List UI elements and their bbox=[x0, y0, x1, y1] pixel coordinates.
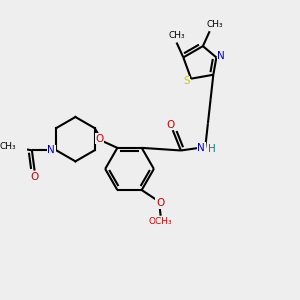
Text: S: S bbox=[183, 76, 190, 86]
Text: O: O bbox=[95, 134, 103, 144]
Text: CH₃: CH₃ bbox=[0, 142, 16, 151]
Text: OCH₃: OCH₃ bbox=[149, 217, 172, 226]
Text: N: N bbox=[197, 143, 205, 153]
Text: N: N bbox=[218, 51, 225, 61]
Text: H: H bbox=[208, 144, 216, 154]
Text: O: O bbox=[167, 120, 175, 130]
Text: O: O bbox=[156, 198, 164, 208]
Text: N: N bbox=[47, 145, 55, 155]
Text: CH₃: CH₃ bbox=[207, 20, 224, 29]
Text: O: O bbox=[31, 172, 39, 182]
Text: CH₃: CH₃ bbox=[168, 31, 185, 40]
